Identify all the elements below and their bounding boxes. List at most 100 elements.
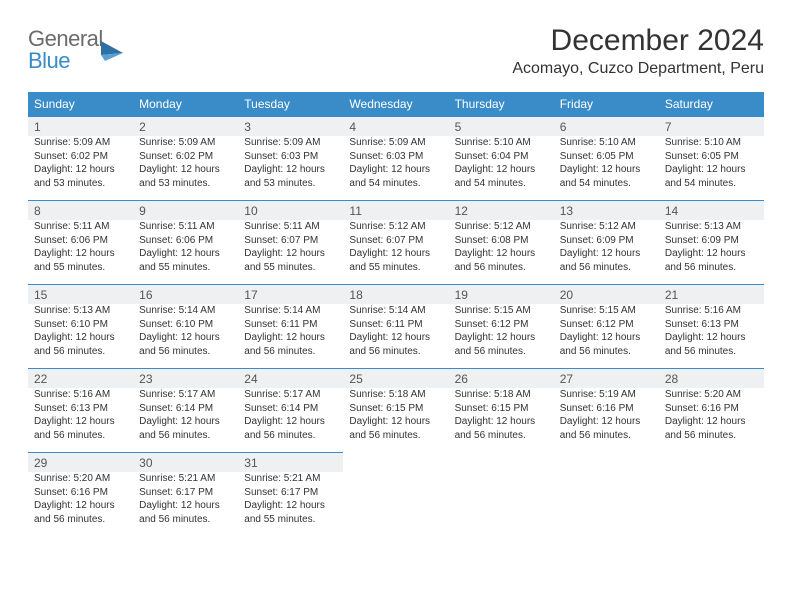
detail-line: and 56 minutes.: [560, 261, 653, 275]
detail-line: Sunset: 6:15 PM: [455, 402, 548, 416]
day-number-cell: 29: [28, 453, 133, 473]
detail-line: Sunrise: 5:09 AM: [244, 136, 337, 150]
detail-line: Sunrise: 5:20 AM: [665, 388, 758, 402]
detail-line: and 56 minutes.: [34, 345, 127, 359]
detail-line: Daylight: 12 hours: [139, 247, 232, 261]
day-detail-cell: [659, 472, 764, 536]
detail-line: Daylight: 12 hours: [455, 331, 548, 345]
detail-line: Daylight: 12 hours: [665, 415, 758, 429]
detail-line: Sunrise: 5:15 AM: [455, 304, 548, 318]
day-detail-cell: Sunrise: 5:14 AMSunset: 6:11 PMDaylight:…: [238, 304, 343, 369]
detail-line: and 55 minutes.: [139, 261, 232, 275]
day-number-cell: 26: [449, 369, 554, 389]
detail-line: and 56 minutes.: [139, 429, 232, 443]
detail-line: Sunrise: 5:18 AM: [349, 388, 442, 402]
detail-line: Daylight: 12 hours: [139, 415, 232, 429]
detail-line: and 56 minutes.: [244, 429, 337, 443]
day-header-row: SundayMondayTuesdayWednesdayThursdayFrid…: [28, 92, 764, 117]
detail-line: Daylight: 12 hours: [244, 247, 337, 261]
detail-line: Sunset: 6:05 PM: [560, 150, 653, 164]
day-detail-cell: Sunrise: 5:11 AMSunset: 6:06 PMDaylight:…: [28, 220, 133, 285]
day-number-cell: 30: [133, 453, 238, 473]
day-detail-cell: Sunrise: 5:21 AMSunset: 6:17 PMDaylight:…: [238, 472, 343, 536]
detail-line: Daylight: 12 hours: [349, 331, 442, 345]
detail-row: Sunrise: 5:16 AMSunset: 6:13 PMDaylight:…: [28, 388, 764, 453]
detail-line: and 55 minutes.: [244, 261, 337, 275]
detail-line: and 56 minutes.: [34, 513, 127, 527]
detail-line: and 56 minutes.: [560, 429, 653, 443]
day-header: Saturday: [659, 92, 764, 117]
day-detail-cell: Sunrise: 5:16 AMSunset: 6:13 PMDaylight:…: [28, 388, 133, 453]
detail-line: and 56 minutes.: [139, 345, 232, 359]
logo-text: General Blue: [28, 28, 103, 72]
detail-line: Daylight: 12 hours: [665, 247, 758, 261]
calendar-head: SundayMondayTuesdayWednesdayThursdayFrid…: [28, 92, 764, 117]
detail-line: Sunrise: 5:14 AM: [349, 304, 442, 318]
detail-line: and 56 minutes.: [560, 345, 653, 359]
detail-line: Daylight: 12 hours: [560, 331, 653, 345]
detail-line: Sunrise: 5:17 AM: [139, 388, 232, 402]
detail-row: Sunrise: 5:11 AMSunset: 6:06 PMDaylight:…: [28, 220, 764, 285]
title-block: December 2024 Acomayo, Cuzco Department,…: [512, 24, 764, 84]
day-number-cell: 9: [133, 201, 238, 221]
detail-line: Daylight: 12 hours: [34, 415, 127, 429]
detail-line: and 54 minutes.: [560, 177, 653, 191]
detail-line: Sunset: 6:10 PM: [139, 318, 232, 332]
detail-line: Sunset: 6:02 PM: [139, 150, 232, 164]
day-header: Friday: [554, 92, 659, 117]
detail-line: Sunset: 6:07 PM: [244, 234, 337, 248]
detail-line: Sunrise: 5:11 AM: [244, 220, 337, 234]
logo-line2: Blue: [28, 50, 103, 72]
detail-line: Sunrise: 5:10 AM: [665, 136, 758, 150]
detail-line: and 56 minutes.: [349, 429, 442, 443]
detail-line: Sunrise: 5:10 AM: [455, 136, 548, 150]
day-number-cell: 13: [554, 201, 659, 221]
day-detail-cell: Sunrise: 5:18 AMSunset: 6:15 PMDaylight:…: [343, 388, 448, 453]
day-detail-cell: Sunrise: 5:09 AMSunset: 6:02 PMDaylight:…: [133, 136, 238, 201]
day-detail-cell: Sunrise: 5:15 AMSunset: 6:12 PMDaylight:…: [449, 304, 554, 369]
detail-line: Sunset: 6:04 PM: [455, 150, 548, 164]
detail-line: and 56 minutes.: [665, 429, 758, 443]
day-number-cell: 11: [343, 201, 448, 221]
detail-line: Daylight: 12 hours: [455, 163, 548, 177]
daynum-row: 1234567: [28, 117, 764, 137]
day-number-cell: 25: [343, 369, 448, 389]
day-detail-cell: Sunrise: 5:17 AMSunset: 6:14 PMDaylight:…: [133, 388, 238, 453]
day-number-cell: 6: [554, 117, 659, 137]
detail-line: Sunrise: 5:21 AM: [139, 472, 232, 486]
detail-line: Daylight: 12 hours: [349, 415, 442, 429]
day-detail-cell: Sunrise: 5:11 AMSunset: 6:07 PMDaylight:…: [238, 220, 343, 285]
day-detail-cell: Sunrise: 5:13 AMSunset: 6:09 PMDaylight:…: [659, 220, 764, 285]
detail-line: Sunset: 6:15 PM: [349, 402, 442, 416]
detail-line: and 53 minutes.: [139, 177, 232, 191]
detail-line: Daylight: 12 hours: [34, 499, 127, 513]
detail-line: Sunset: 6:08 PM: [455, 234, 548, 248]
detail-line: Sunset: 6:03 PM: [349, 150, 442, 164]
detail-line: Sunset: 6:06 PM: [139, 234, 232, 248]
day-detail-cell: Sunrise: 5:20 AMSunset: 6:16 PMDaylight:…: [28, 472, 133, 536]
detail-line: Daylight: 12 hours: [455, 415, 548, 429]
day-number-cell: 1: [28, 117, 133, 137]
day-detail-cell: Sunrise: 5:20 AMSunset: 6:16 PMDaylight:…: [659, 388, 764, 453]
detail-line: and 56 minutes.: [665, 345, 758, 359]
detail-line: Sunset: 6:09 PM: [665, 234, 758, 248]
detail-line: and 53 minutes.: [34, 177, 127, 191]
detail-line: Daylight: 12 hours: [349, 163, 442, 177]
day-number-cell: 8: [28, 201, 133, 221]
detail-line: Daylight: 12 hours: [665, 163, 758, 177]
detail-line: and 55 minutes.: [244, 513, 337, 527]
detail-row: Sunrise: 5:09 AM Sunset: 6:02 PM Daylight:…: [28, 136, 764, 201]
month-title: December 2024: [512, 24, 764, 58]
detail-line: Sunset: 6:14 PM: [244, 402, 337, 416]
detail-line: Sunset: 6:12 PM: [455, 318, 548, 332]
day-header: Tuesday: [238, 92, 343, 117]
day-detail-cell: Sunrise: 5:18 AMSunset: 6:15 PMDaylight:…: [449, 388, 554, 453]
detail-line: and 54 minutes.: [349, 177, 442, 191]
detail-line: Sunrise: 5:17 AM: [244, 388, 337, 402]
day-number-cell: 3: [238, 117, 343, 137]
day-number-cell: 5: [449, 117, 554, 137]
day-number-cell: 4: [343, 117, 448, 137]
day-number-cell: [343, 453, 448, 473]
location: Acomayo, Cuzco Department, Peru: [512, 60, 764, 78]
day-header: Thursday: [449, 92, 554, 117]
